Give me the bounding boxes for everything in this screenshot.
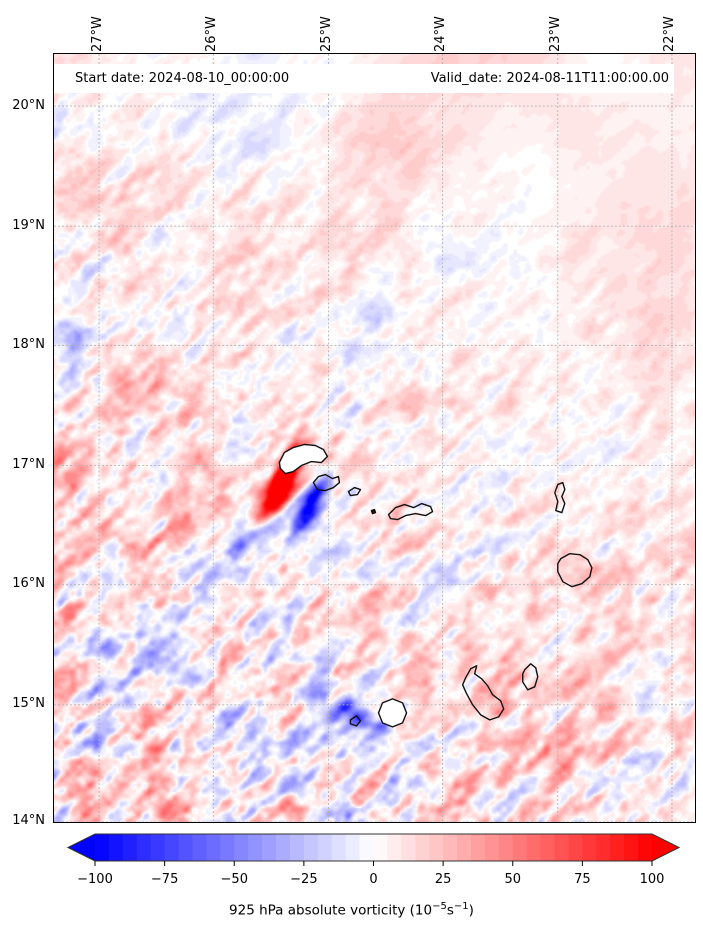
colorbar-segment <box>108 834 124 861</box>
colorbar-segment <box>178 834 193 861</box>
colorbar-tick-label: 0 <box>369 872 377 887</box>
coastline-santo-antao <box>278 443 329 475</box>
colorbar-segment <box>429 834 444 861</box>
coastline-fogo <box>377 698 408 728</box>
colorbar-title-units: s <box>446 902 454 919</box>
coastline-islet <box>370 508 377 515</box>
colorbar-segment <box>331 834 347 861</box>
y-tick-label: 18°N <box>12 337 45 352</box>
colorbar-segment <box>248 834 263 861</box>
colorbar-segment <box>150 834 166 861</box>
colorbar: −100 −75 −50 −25 0 25 50 75 100 <box>66 833 681 887</box>
colorbar-tick-label: −50 <box>221 872 248 887</box>
coastline-maio <box>522 663 539 691</box>
x-tick-label: 26°W <box>204 16 219 52</box>
colorbar-tick-label: 25 <box>435 872 452 887</box>
colorbar-segment <box>136 834 152 861</box>
colorbar-title-exp2: −1 <box>453 901 469 912</box>
y-tick-label: 19°N <box>12 218 45 233</box>
colorbar-segment <box>498 834 514 861</box>
colorbar-segment <box>638 834 653 861</box>
colorbar-segment <box>373 834 388 861</box>
colorbar-tick-label: 50 <box>504 872 521 887</box>
coastline-sao-nicolau <box>387 502 434 521</box>
colorbar-segment <box>276 834 291 861</box>
colorbar-segment <box>289 834 305 861</box>
colorbar-segment <box>359 834 374 861</box>
colorbar-segment <box>303 834 319 861</box>
colorbar-tick-label: −25 <box>290 872 317 887</box>
colorbar-segment <box>220 834 235 861</box>
colorbar-arrow-left <box>68 834 95 861</box>
colorbar-segment <box>317 834 333 861</box>
colorbar-segment <box>415 834 430 861</box>
colorbar-segment <box>345 834 361 861</box>
x-tick-label: 25°W <box>319 16 334 52</box>
colorbar-segment <box>457 834 472 861</box>
coastline-santa-luzia <box>347 486 362 497</box>
colorbar-title-close: ) <box>468 902 474 919</box>
colorbar-segment <box>610 834 625 861</box>
x-tick-label: 27°W <box>90 16 105 52</box>
colorbar-segment <box>526 834 542 861</box>
colorbar-segment <box>122 834 138 861</box>
colorbar-segment <box>470 834 486 861</box>
colorbar-title-text: 925 hPa absolute vorticity (10 <box>229 902 433 919</box>
y-tick-label: 20°N <box>12 98 45 113</box>
colorbar-title: 925 hPa absolute vorticity (10−5s−1) <box>0 901 703 919</box>
colorbar-title-exp1: −5 <box>432 901 447 912</box>
coastline-sal <box>554 481 566 514</box>
x-tick-label: 23°W <box>548 16 563 52</box>
coastline-brava <box>349 715 362 727</box>
colorbar-tick-label: −75 <box>151 872 178 887</box>
y-tick-label: 14°N <box>12 813 45 828</box>
colorbar-segment <box>568 834 583 861</box>
colorbar-segment <box>234 834 249 861</box>
colorbar-tick-label: 100 <box>640 872 665 887</box>
date-annotation-box: Start date: 2024-08-10_00:00:00 Valid_da… <box>54 64 674 93</box>
x-tick-label: 24°W <box>433 16 448 52</box>
colorbar-segment <box>582 834 597 861</box>
colorbar-segment <box>484 834 500 861</box>
colorbar-segment <box>387 834 402 861</box>
y-tick-label: 16°N <box>12 576 45 591</box>
colorbar-tick-label: −100 <box>77 872 113 887</box>
coastline-sao-vicente <box>312 473 341 492</box>
colorbar-segment <box>596 834 611 861</box>
gridlines-and-coastlines <box>54 54 695 822</box>
colorbar-segment <box>95 834 110 861</box>
colorbar-tick-label: 75 <box>574 872 591 887</box>
colorbar-segment <box>554 834 569 861</box>
coastline-boa-vista <box>557 552 593 588</box>
y-tick-label: 15°N <box>12 696 45 711</box>
colorbar-segment <box>206 834 221 861</box>
colorbar-segment <box>512 834 528 861</box>
colorbar-segment <box>262 834 277 861</box>
vorticity-field-canvas <box>54 54 695 822</box>
valid-date-label: Valid_date: 2024-08-11T11:00:00.00 <box>430 71 669 86</box>
y-tick-label: 17°N <box>12 457 45 472</box>
colorbar-segment <box>401 834 416 861</box>
start-date-label: Start date: 2024-08-10_00:00:00 <box>75 71 290 86</box>
map-plot: Start date: 2024-08-10_00:00:00 Valid_da… <box>53 53 696 823</box>
colorbar-segment <box>443 834 458 861</box>
colorbar-segment <box>164 834 180 861</box>
colorbar-segment <box>624 834 639 861</box>
colorbar-segment <box>540 834 556 861</box>
x-tick-label: 22°W <box>662 16 677 52</box>
coastline-santiago <box>461 665 505 721</box>
colorbar-arrow-right <box>652 834 679 861</box>
colorbar-segment <box>192 834 207 861</box>
